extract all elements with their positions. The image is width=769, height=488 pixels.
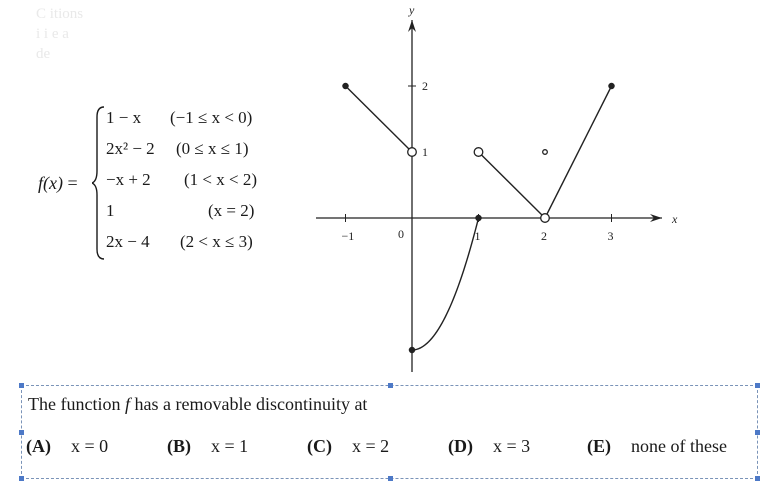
x-tick-label: 2	[541, 229, 547, 243]
resize-handle[interactable]	[388, 476, 393, 481]
case-condition: (1 < x < 2)	[184, 170, 257, 189]
choice-letter: (C)	[307, 436, 332, 456]
function-graph: x y 0 −1 1 2 3 1 2	[300, 0, 700, 380]
open-point-1-1	[473, 147, 484, 157]
case-expression: 2x − 4	[106, 232, 150, 251]
x-axis-arrow	[650, 214, 662, 222]
x-tick-label: 1	[475, 229, 481, 243]
open-point-0-1	[407, 147, 417, 157]
graph-canvas: x y 0 −1 1 2 3 1 2	[316, 3, 678, 372]
closed-point-1-0	[475, 214, 482, 222]
faded-line: i i e a	[36, 26, 69, 42]
piecewise-definition: f(x) = 1 − x (−1 ≤ x < 0) 2x² − 2 (0 ≤ x…	[38, 103, 278, 263]
piece-2x2-minus-2	[411, 217, 480, 351]
resize-handle[interactable]	[19, 476, 24, 481]
choice-d[interactable]: (D) x = 3	[448, 436, 530, 457]
choice-text: x = 0	[71, 436, 109, 456]
case-expression: 2x² − 2	[106, 139, 155, 158]
closed-point-neg1-2	[342, 82, 349, 90]
choice-text: x = 2	[352, 436, 390, 456]
function-name-text: f(x)	[38, 173, 63, 193]
choice-letter: (E)	[587, 436, 611, 456]
y-axis-label: y	[408, 3, 415, 17]
faded-header-text: C itions i i e a de	[36, 4, 326, 64]
resize-handle[interactable]	[388, 383, 393, 388]
piece-minus-x-plus-2	[478, 151, 546, 219]
x-tick-label: 3	[608, 229, 614, 243]
case-expression: 1	[106, 201, 115, 220]
function-name: f(x) =	[38, 173, 78, 194]
open-point-2-0	[540, 213, 550, 223]
choice-letter: (B)	[167, 436, 191, 456]
case-expression: 1 − x	[106, 108, 142, 127]
resize-handle[interactable]	[19, 383, 24, 388]
piece-1-minus-x	[345, 85, 413, 153]
resize-handle[interactable]	[19, 430, 24, 435]
question-variable: f	[124, 394, 130, 414]
case-expression: −x + 2	[106, 170, 151, 189]
question-box: The function f has a removable discontin…	[19, 383, 760, 481]
x-axis-label: x	[671, 212, 678, 226]
resize-handle[interactable]	[755, 476, 760, 481]
choice-a[interactable]: (A) x = 0	[26, 436, 108, 457]
case-condition: (0 ≤ x ≤ 1)	[176, 139, 249, 158]
faded-line: de	[36, 46, 51, 62]
choice-b[interactable]: (B) x = 1	[167, 436, 248, 457]
equals-sign: =	[67, 173, 78, 193]
choice-letter: (A)	[26, 436, 51, 456]
point-2-1	[542, 149, 548, 155]
choice-text: x = 1	[211, 436, 249, 456]
y-tick-label: 1	[422, 145, 428, 159]
question-suffix: has a removable discontinuity at	[130, 394, 368, 414]
y-tick-label: 2	[422, 79, 428, 93]
origin-label: 0	[398, 227, 404, 241]
piece-2x-minus-4	[544, 85, 613, 219]
choice-letter: (D)	[448, 436, 473, 456]
choice-text: none of these	[631, 436, 727, 456]
y-axis-arrow	[408, 20, 416, 32]
case-condition: (2 < x ≤ 3)	[180, 232, 253, 251]
choice-e[interactable]: (E) none of these	[587, 436, 727, 457]
faded-line: C itions	[36, 6, 84, 22]
closed-point-0-neg2	[408, 346, 416, 354]
left-brace	[92, 106, 105, 260]
x-tick-label: −1	[342, 229, 355, 243]
resize-handle[interactable]	[755, 430, 760, 435]
closed-point-3-2	[608, 82, 615, 90]
choice-c[interactable]: (C) x = 2	[307, 436, 389, 457]
resize-handle[interactable]	[755, 383, 760, 388]
question-text: The function f has a removable discontin…	[28, 394, 367, 415]
question-prefix: The function	[28, 394, 125, 414]
case-condition: (−1 ≤ x < 0)	[170, 108, 253, 127]
choice-text: x = 3	[493, 436, 531, 456]
case-condition: (x = 2)	[208, 201, 255, 220]
